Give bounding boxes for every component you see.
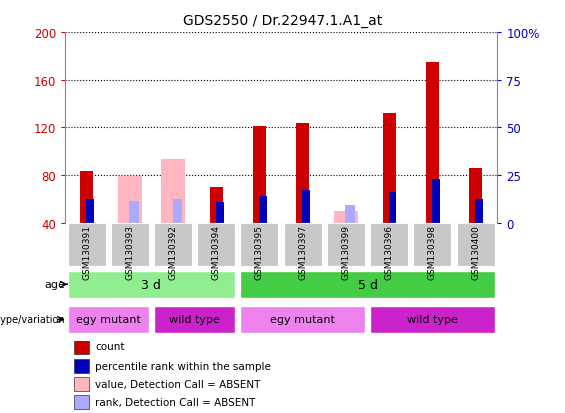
Bar xyxy=(172,199,182,223)
FancyBboxPatch shape xyxy=(241,306,365,333)
FancyBboxPatch shape xyxy=(197,223,235,266)
Bar xyxy=(118,177,142,223)
Text: value, Detection Call = ABSENT: value, Detection Call = ABSENT xyxy=(95,379,260,389)
Text: GDS2550 / Dr.22947.1.A1_at: GDS2550 / Dr.22947.1.A1_at xyxy=(183,14,382,28)
FancyBboxPatch shape xyxy=(284,223,321,266)
FancyBboxPatch shape xyxy=(68,306,149,333)
Text: GSM130396: GSM130396 xyxy=(385,224,394,279)
Bar xyxy=(426,63,439,223)
Text: count: count xyxy=(95,342,125,351)
FancyBboxPatch shape xyxy=(370,223,408,266)
FancyBboxPatch shape xyxy=(68,271,235,298)
Text: GSM130398: GSM130398 xyxy=(428,224,437,279)
Text: genotype/variation: genotype/variation xyxy=(0,315,65,325)
FancyBboxPatch shape xyxy=(457,223,494,266)
Bar xyxy=(296,123,309,223)
Text: GSM130392: GSM130392 xyxy=(168,224,177,279)
FancyBboxPatch shape xyxy=(68,223,106,266)
Text: age: age xyxy=(44,280,65,290)
Text: GSM130394: GSM130394 xyxy=(212,224,221,279)
Bar xyxy=(259,197,267,223)
Bar xyxy=(86,199,94,223)
Text: 3 d: 3 d xyxy=(141,278,162,291)
FancyBboxPatch shape xyxy=(241,223,279,266)
FancyBboxPatch shape xyxy=(111,223,149,266)
Bar xyxy=(73,395,89,409)
Text: rank, Detection Call = ABSENT: rank, Detection Call = ABSENT xyxy=(95,397,255,407)
FancyBboxPatch shape xyxy=(154,223,192,266)
Bar xyxy=(73,377,89,392)
Bar xyxy=(475,199,483,223)
Text: GSM130391: GSM130391 xyxy=(82,224,91,279)
FancyBboxPatch shape xyxy=(154,306,235,333)
Bar xyxy=(334,211,358,223)
FancyBboxPatch shape xyxy=(414,223,451,266)
Bar xyxy=(129,202,139,223)
Text: GSM130397: GSM130397 xyxy=(298,224,307,279)
Text: egy mutant: egy mutant xyxy=(270,315,335,325)
Bar xyxy=(389,192,397,223)
Text: egy mutant: egy mutant xyxy=(76,315,141,325)
Bar xyxy=(345,205,355,223)
Text: percentile rank within the sample: percentile rank within the sample xyxy=(95,361,271,371)
Text: GSM130400: GSM130400 xyxy=(471,224,480,279)
FancyBboxPatch shape xyxy=(241,271,494,298)
Bar xyxy=(210,188,223,223)
Text: GSM130399: GSM130399 xyxy=(341,224,350,279)
Text: GSM130395: GSM130395 xyxy=(255,224,264,279)
Text: wild type: wild type xyxy=(407,315,458,325)
Text: GSM130393: GSM130393 xyxy=(125,224,134,279)
FancyBboxPatch shape xyxy=(370,306,494,333)
Bar xyxy=(73,359,89,373)
FancyBboxPatch shape xyxy=(327,223,365,266)
Bar xyxy=(383,114,396,223)
Text: 5 d: 5 d xyxy=(358,278,377,291)
Bar xyxy=(73,339,89,354)
Bar xyxy=(253,127,266,223)
Bar xyxy=(302,191,310,223)
Bar xyxy=(216,203,224,223)
Text: wild type: wild type xyxy=(169,315,220,325)
Bar xyxy=(80,172,93,223)
Bar xyxy=(432,179,440,223)
Bar xyxy=(469,169,482,223)
Bar xyxy=(161,160,185,223)
